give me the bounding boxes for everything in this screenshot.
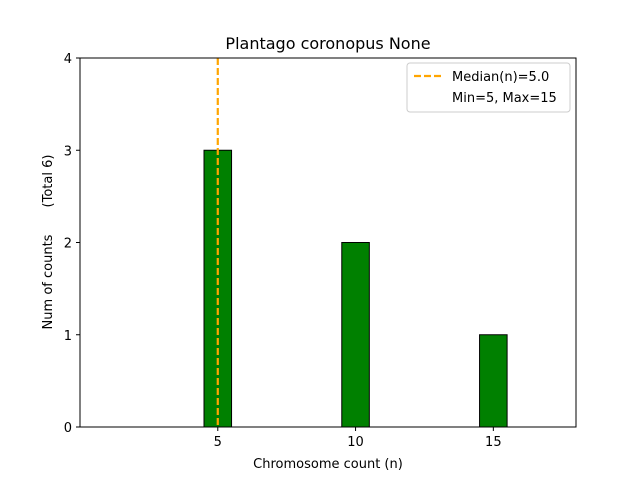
bar-n-15 bbox=[479, 334, 508, 428]
y-tick-label: 2 bbox=[64, 237, 72, 252]
x-tick-label: 10 bbox=[347, 435, 364, 450]
legend-range-label: Min=5, Max=15 bbox=[452, 91, 557, 106]
y-axis-label: Num of counts bbox=[41, 234, 56, 329]
y-tick-label: 1 bbox=[64, 329, 72, 344]
legend-box bbox=[406, 62, 571, 113]
legend: Median(n)=5.0 Min=5, Max=15 bbox=[406, 62, 571, 113]
bars-layer bbox=[203, 149, 508, 428]
y-axis-ticks: 0 1 2 3 4 bbox=[64, 52, 80, 436]
x-axis-ticks: 5 10 15 bbox=[214, 427, 502, 450]
x-tick-label: 15 bbox=[485, 435, 502, 450]
y-tick-label: 4 bbox=[64, 52, 72, 67]
x-tick-label: 5 bbox=[214, 435, 222, 450]
legend-median-label: Median(n)=5.0 bbox=[452, 70, 549, 85]
bar-n-10 bbox=[341, 242, 370, 428]
y-tick-label: 0 bbox=[64, 421, 72, 436]
x-axis-label: Chromosome count (n) bbox=[253, 457, 403, 472]
chart-title: Plantago coronopus None bbox=[225, 34, 430, 53]
y-axis-label-total: (Total 6) bbox=[41, 155, 56, 208]
y-tick-label: 3 bbox=[64, 144, 72, 159]
